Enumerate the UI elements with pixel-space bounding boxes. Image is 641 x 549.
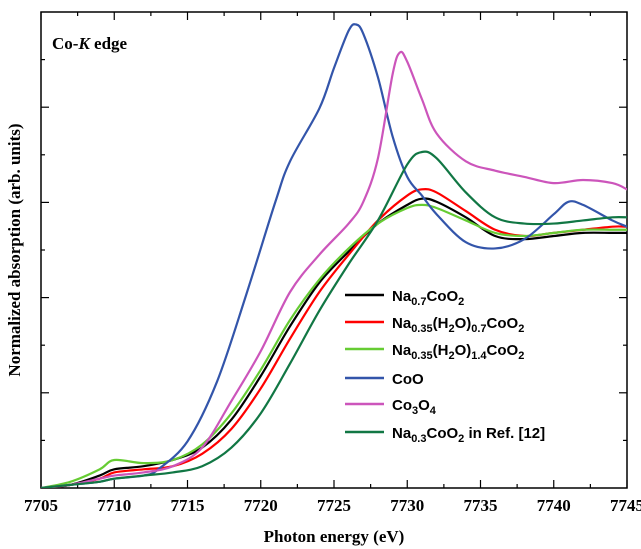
x-tick-label: 7705 [24, 496, 58, 515]
x-tick-labels: 7705 7710 7715 7720 7725 7730 7735 7740 7745 [24, 496, 641, 515]
x-tick-label: 7715 [171, 496, 205, 515]
series-line-5 [41, 150, 627, 488]
legend-label-2: Na0.35(H2O)1.4CoO2 [392, 342, 524, 362]
legend-label-1: Na0.35(H2O)0.7CoO2 [392, 315, 524, 335]
series-line-3 [41, 23, 627, 488]
legend-label-3: CoO [392, 371, 424, 388]
legend-label-0: Na0.7CoO2 [392, 288, 464, 308]
series-line-4 [41, 50, 627, 488]
axis-ticks [40, 12, 628, 488]
x-tick-label: 7730 [390, 496, 424, 515]
series-line-2 [41, 203, 627, 488]
x-tick-label: 7745 [610, 496, 641, 515]
y-axis-label: Normalized absorption (arb. units) [5, 123, 24, 376]
series-line-0 [41, 197, 627, 488]
x-tick-label: 7710 [97, 496, 131, 515]
legend-label-5: Na0.3CoO2 in Ref. [12] [392, 425, 545, 445]
x-axis-label: Photon energy (eV) [264, 527, 405, 546]
x-tick-label: 7735 [464, 496, 498, 515]
x-tick-label: 7720 [244, 496, 278, 515]
x-tick-label: 7725 [317, 496, 351, 515]
x-tick-label: 7740 [537, 496, 571, 515]
edge-annotation: Co-K edge [52, 34, 128, 53]
plot-frame [40, 11, 628, 489]
series-lines [41, 23, 627, 488]
legend-label-4: Co3O4 [392, 397, 437, 417]
legend: Na0.7CoO2 Na0.35(H2O)0.7CoO2 Na0.35(H2O)1.… [345, 288, 545, 445]
